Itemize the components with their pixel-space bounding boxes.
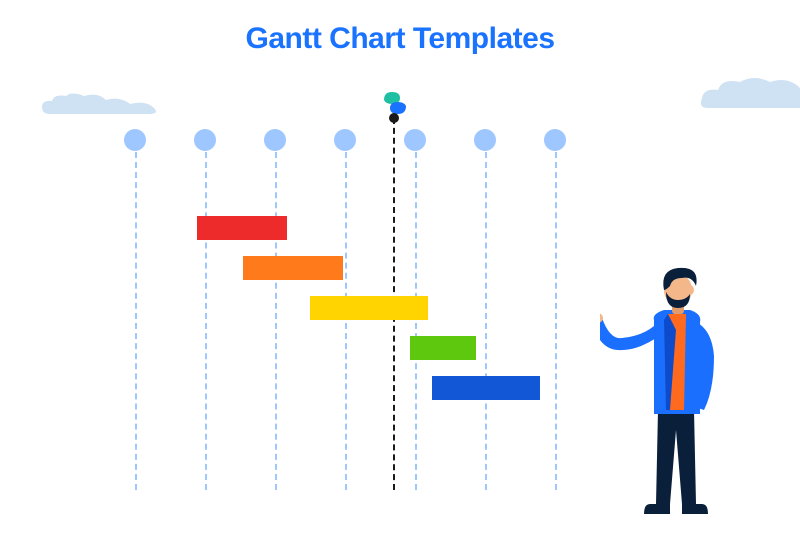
gantt-bar xyxy=(310,296,428,320)
gantt-grid-dot xyxy=(194,129,216,151)
gantt-grid-dot xyxy=(404,129,426,151)
gantt-gridline xyxy=(345,152,347,490)
gantt-gridline xyxy=(415,152,417,490)
gantt-gridline xyxy=(275,152,277,490)
gantt-bar xyxy=(432,376,540,400)
gantt-grid-dot xyxy=(544,129,566,151)
gantt-today-dot xyxy=(389,113,399,123)
gantt-gridline xyxy=(555,152,557,490)
cloud-left-icon xyxy=(40,92,160,118)
person-illustration-icon xyxy=(600,260,750,520)
gantt-grid-dot xyxy=(264,129,286,151)
gantt-bar xyxy=(410,336,476,360)
gantt-gridline xyxy=(205,152,207,490)
gantt-gridline xyxy=(485,152,487,490)
gantt-grid-dot xyxy=(334,129,356,151)
gantt-grid-dot xyxy=(124,129,146,151)
gantt-bar xyxy=(243,256,343,280)
cloud-right-icon xyxy=(700,74,800,112)
gantt-bar xyxy=(197,216,287,240)
gantt-gridline xyxy=(135,152,137,490)
gantt-grid-dot xyxy=(474,129,496,151)
page-title: Gantt Chart Templates xyxy=(0,22,800,56)
